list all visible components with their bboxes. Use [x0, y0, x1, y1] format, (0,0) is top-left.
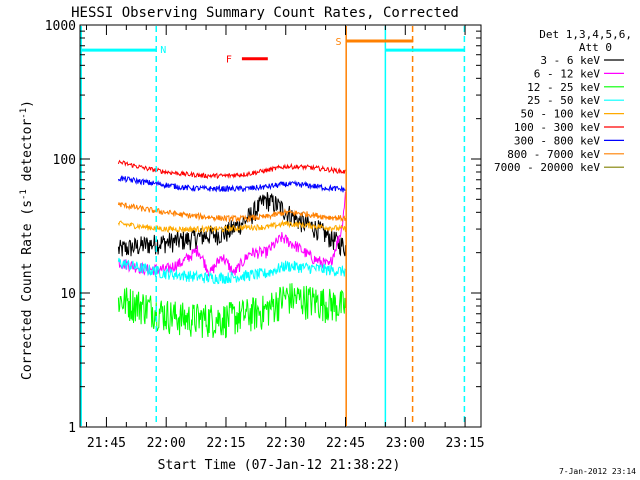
y-label-exp2: -1	[19, 108, 29, 119]
y-axis-label: Corrected Count Rate (s-1 detector-1)	[19, 100, 35, 380]
flag-label: N	[160, 45, 166, 56]
legend-header-2: Att 0	[579, 41, 612, 54]
y-tick-label: 10	[60, 287, 76, 302]
series-line	[117, 202, 346, 224]
plot-frame	[79, 24, 482, 428]
y-label-mid: detector	[20, 119, 35, 190]
x-tick-label: 22:45	[326, 436, 365, 451]
x-tick-label: 23:00	[386, 436, 425, 451]
x-tick-label: 22:15	[206, 436, 245, 451]
y-label-end: )	[20, 100, 35, 108]
series-line	[117, 283, 346, 339]
y-tick-label: 1000	[45, 19, 76, 34]
data-layer	[117, 159, 346, 339]
legend-label: 800 - 7000 keV	[507, 148, 600, 161]
legend-label: 100 - 300 keV	[514, 121, 600, 134]
legend-label: 7000 - 20000 keV	[494, 161, 600, 174]
legend-header-1: Det 1,3,4,5,6,	[539, 28, 632, 41]
legend-label: 300 - 800 keV	[514, 134, 600, 147]
legend-label: 6 - 12 keV	[534, 67, 601, 80]
axis-layer: 21:45 22:00 22:15 22:30 22:45 23:00 23:15 1 10 10…	[45, 19, 485, 451]
y-label-main: Corrected Count Rate (s	[20, 200, 35, 380]
flag-layer: N F S	[80, 26, 466, 426]
legend-label: 3 - 6 keV	[540, 54, 600, 67]
flag-label: S	[335, 37, 341, 48]
chart-title: HESSI Observing Summary Count Rates, Cor…	[71, 5, 459, 21]
x-axis-label: Start Time (07-Jan-12 21:38:22)	[158, 458, 401, 473]
y-label-exp1: -1	[19, 189, 29, 200]
series-line	[117, 175, 346, 193]
x-tick-label: 22:30	[266, 436, 305, 451]
legend-label: 25 - 50 keV	[527, 94, 600, 107]
series-line	[117, 219, 346, 234]
timestamp: 7-Jan-2012 23:14	[559, 467, 636, 476]
legend-label: 12 - 25 keV	[527, 81, 600, 94]
flag-label: F	[226, 55, 232, 66]
series-line	[117, 191, 346, 277]
x-tick-label: 23:15	[445, 436, 484, 451]
x-tick-label: 21:45	[87, 436, 126, 451]
series-line	[117, 159, 346, 180]
legend-label: 50 - 100 keV	[521, 108, 601, 121]
y-tick-label: 100	[53, 153, 76, 168]
y-tick-label: 1	[68, 421, 76, 436]
x-tick-label: 22:00	[147, 436, 186, 451]
series-line	[117, 192, 346, 257]
